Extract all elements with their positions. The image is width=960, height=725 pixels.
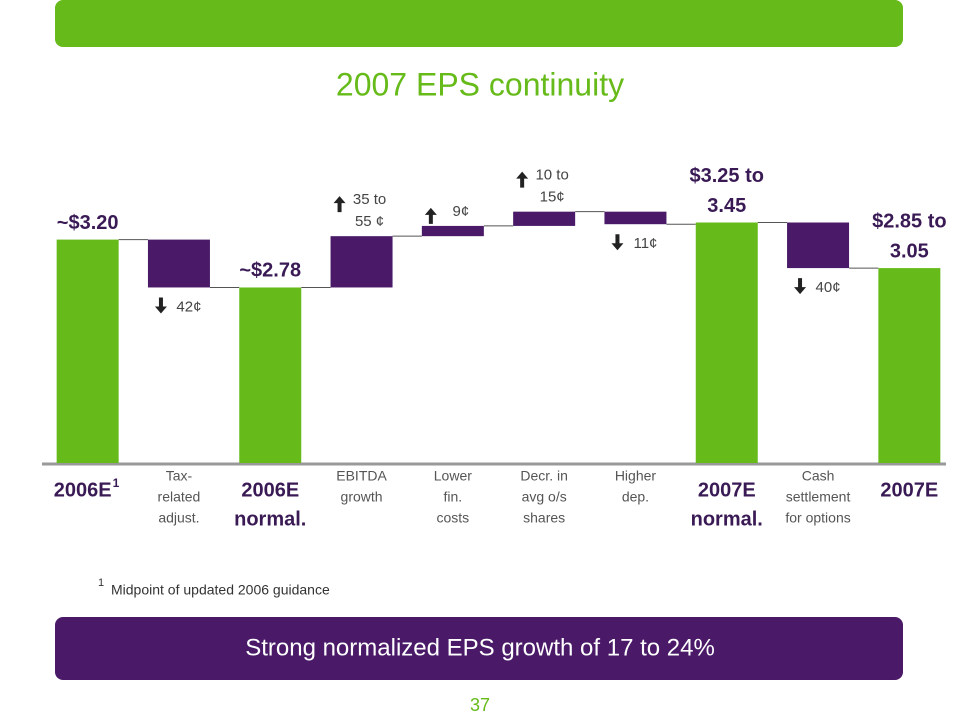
delta-bar: [147, 239, 210, 288]
x-tick-label: 2007E: [880, 479, 938, 501]
x-tick-label: EBITDA: [336, 468, 387, 484]
x-tick-label: Tax-: [166, 468, 193, 484]
value-label: 42¢: [176, 298, 201, 315]
callout-text: Strong normalized EPS growth of 17 to 24…: [245, 634, 715, 661]
chart-title: 2007 EPS continuity: [336, 66, 624, 102]
x-tick-label: shares: [523, 510, 565, 526]
value-label: ~$2.78: [239, 260, 301, 282]
total-bar: [56, 239, 119, 463]
x-tick-label: 2006E: [54, 479, 112, 501]
x-tick-label: avg o/s: [522, 489, 567, 505]
arrow: [424, 207, 437, 224]
x-tick-label: 2007E: [698, 479, 756, 501]
delta-bar: [513, 211, 576, 226]
x-tick-label: costs: [437, 510, 470, 526]
value-label: 15¢: [540, 189, 565, 206]
value-label: 3.45: [707, 195, 746, 217]
delta-bar: [330, 236, 393, 288]
callout-banner: [55, 617, 903, 680]
x-tick-label: Higher: [615, 468, 657, 484]
footnote: Midpoint of updated 2006 guidance: [111, 582, 330, 598]
page-number: 37: [470, 695, 490, 715]
arrow: [516, 171, 529, 188]
total-bar: [239, 287, 302, 463]
value-label: 40¢: [816, 279, 841, 296]
footnote-marker: 1: [98, 577, 104, 589]
x-tick-label: normal.: [234, 508, 306, 530]
x-tick-label: growth: [341, 489, 383, 505]
footnote-marker: 1: [113, 476, 120, 490]
top-banner: [55, 0, 903, 47]
total-bar: [695, 222, 758, 463]
x-tick-label: Cash: [802, 468, 835, 484]
arrow: [794, 278, 807, 295]
value-label: 10 to: [535, 167, 568, 184]
value-label: 3.05: [890, 240, 929, 262]
total-bar: [878, 268, 941, 463]
x-tick-label: related: [158, 489, 201, 505]
x-tick-label: Decr. in: [520, 468, 567, 484]
value-label: 35 to: [353, 191, 386, 208]
arrow: [611, 234, 624, 251]
value-label: 55 ¢: [355, 213, 384, 230]
value-label: $2.85 to: [872, 210, 946, 232]
value-label: ~$3.20: [57, 212, 119, 234]
x-tick-label: 2006E: [241, 479, 299, 501]
x-tick-label: for options: [785, 510, 850, 526]
x-tick-label: dep.: [622, 489, 649, 505]
x-tick-label: fin.: [444, 489, 463, 505]
x-tick-label: normal.: [691, 508, 763, 530]
arrow: [154, 297, 167, 314]
value-label: 11¢: [633, 235, 657, 252]
x-tick-label: settlement: [786, 489, 851, 505]
delta-bar: [604, 211, 667, 225]
arrow: [333, 196, 346, 213]
delta-bar: [421, 225, 484, 237]
value-label: $3.25 to: [690, 165, 764, 187]
x-tick-label: Lower: [434, 468, 472, 484]
delta-bar: [787, 222, 850, 269]
x-tick-label: adjust.: [158, 510, 199, 526]
value-label: 9¢: [453, 203, 470, 220]
